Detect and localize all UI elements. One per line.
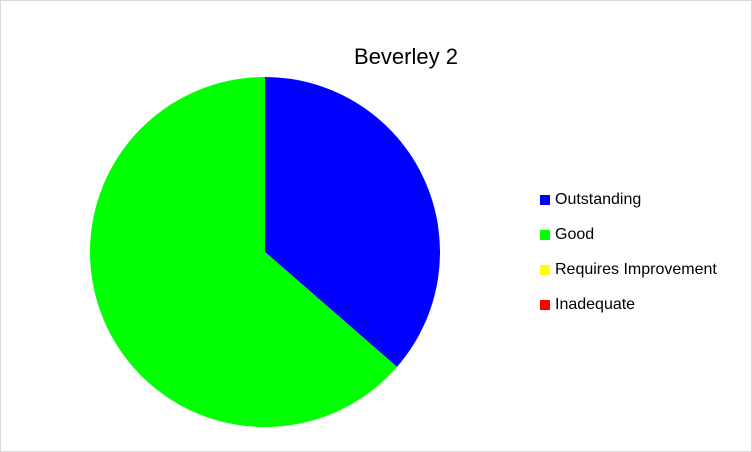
legend-swatch bbox=[540, 300, 550, 310]
chart-title: Beverley 2 bbox=[354, 44, 458, 69]
legend-swatch bbox=[540, 265, 550, 275]
legend-label: Inadequate bbox=[555, 296, 635, 313]
legend-label: Requires Improvement bbox=[555, 261, 717, 278]
legend-label: Good bbox=[555, 226, 594, 243]
pie-slice bbox=[89, 77, 397, 427]
legend-swatch bbox=[540, 195, 550, 205]
pie-slice bbox=[265, 77, 440, 367]
legend-swatch bbox=[540, 230, 550, 240]
legend-label: Outstanding bbox=[555, 191, 641, 208]
